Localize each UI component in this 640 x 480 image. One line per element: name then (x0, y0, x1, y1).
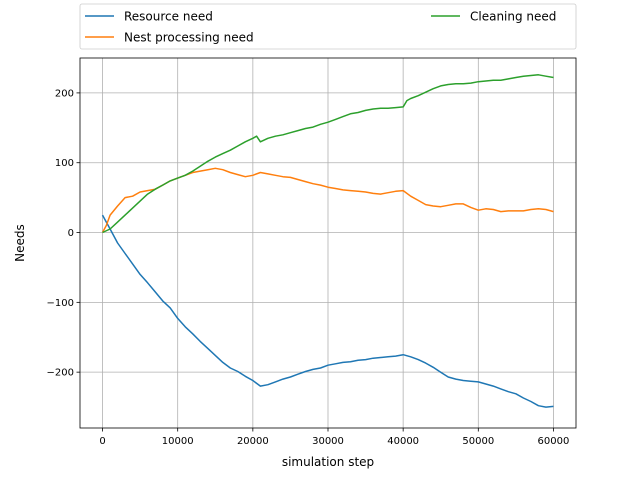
legend-label-3: Cleaning need (470, 10, 556, 24)
x-tick-label: 60000 (538, 436, 570, 447)
legend-label-2: Nest processing need (124, 31, 254, 45)
series-line-3 (102, 74, 554, 234)
legend-label-1: Resource need (124, 10, 213, 24)
legend: Resource need Nest processing need Cleanin… (79, 3, 577, 50)
y-tick-label: −200 (47, 368, 74, 379)
x-axis-label: simulation step (282, 455, 374, 469)
grid-lines (80, 58, 576, 428)
y-tick-label: 100 (55, 158, 74, 169)
y-axis-label: Needs (13, 224, 27, 262)
y-tick-label: 200 (55, 88, 74, 99)
axis-ticks: 0 10000 20000 30000 40000 50000 60000 −200 −100 0… (47, 88, 570, 447)
series-line-1 (101, 214, 554, 408)
x-tick-label: 0 (99, 436, 105, 447)
y-tick-label: 0 (68, 228, 74, 239)
series-lines (101, 74, 554, 408)
x-tick-label: 40000 (387, 436, 419, 447)
y-tick-label: −100 (47, 298, 74, 309)
x-tick-label: 30000 (312, 436, 344, 447)
x-tick-label: 50000 (462, 436, 494, 447)
x-tick-label: 20000 (237, 436, 269, 447)
x-tick-label: 10000 (162, 436, 194, 447)
